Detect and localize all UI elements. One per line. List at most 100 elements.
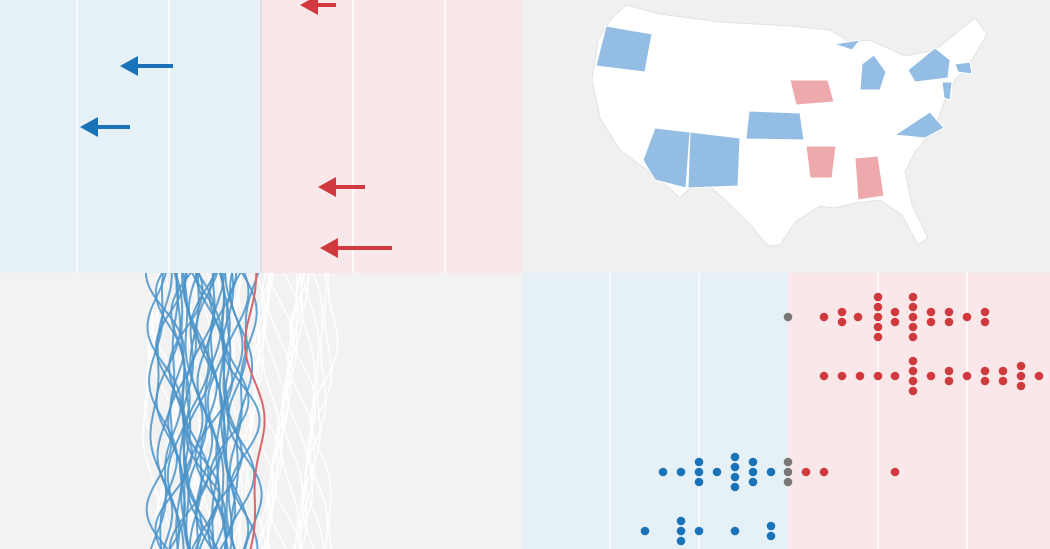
dot (766, 531, 776, 541)
state (954, 61, 973, 75)
state (789, 79, 835, 106)
dot (1016, 381, 1026, 391)
wave-blue (221, 273, 261, 549)
dot (980, 366, 990, 376)
wave-grey (268, 273, 295, 549)
dot (837, 317, 847, 327)
wave-blue (180, 273, 204, 549)
dot (908, 312, 918, 322)
wave-grey (280, 273, 299, 549)
dot (837, 307, 847, 317)
dot (962, 371, 972, 381)
waves (142, 273, 339, 549)
dot (694, 457, 704, 467)
dot (766, 467, 776, 477)
dot (908, 376, 918, 386)
wave-grey (309, 273, 339, 549)
dot (980, 376, 990, 386)
state (854, 155, 885, 201)
dot (853, 312, 863, 322)
state (687, 131, 741, 189)
dot (676, 526, 686, 536)
arrow-head (318, 177, 336, 197)
dot (730, 452, 740, 462)
dot (676, 536, 686, 546)
dot (998, 366, 1008, 376)
state (907, 47, 951, 83)
wave-blue (187, 273, 218, 549)
state (745, 110, 805, 141)
red-band (788, 273, 1050, 549)
dot (908, 302, 918, 312)
arrow-head (120, 56, 138, 76)
dot (926, 371, 936, 381)
dot (855, 371, 865, 381)
dot (783, 312, 793, 322)
dot (962, 312, 972, 322)
dot (908, 366, 918, 376)
dot (944, 366, 954, 376)
wave-grey (299, 273, 316, 549)
dot (783, 477, 793, 487)
blue-band (522, 273, 788, 549)
arrow-panel (0, 0, 522, 273)
state (805, 145, 837, 179)
dot (908, 332, 918, 342)
dot (730, 462, 740, 472)
dot (980, 317, 990, 327)
states (595, 25, 973, 201)
dot (730, 526, 740, 536)
wave-blue (155, 273, 183, 549)
dot (890, 307, 900, 317)
wave-blue (207, 273, 238, 549)
dot (694, 526, 704, 536)
arrow-head (320, 238, 338, 258)
dot (908, 386, 918, 396)
dot (873, 322, 883, 332)
dot (908, 292, 918, 302)
wave-grey (304, 273, 327, 549)
red-band (261, 0, 522, 273)
dot (819, 312, 829, 322)
dot (908, 322, 918, 332)
dot (944, 307, 954, 317)
dot (1016, 371, 1026, 381)
wave-grey (200, 273, 219, 549)
dot (873, 302, 883, 312)
arrow-head (300, 0, 318, 15)
dot (944, 317, 954, 327)
dot (890, 371, 900, 381)
map-panel (522, 0, 1050, 273)
dots (640, 292, 1044, 546)
dot (873, 332, 883, 342)
wave-red (243, 273, 266, 549)
state (642, 127, 691, 189)
state (859, 54, 887, 91)
dot (730, 482, 740, 492)
wave-grey (261, 273, 280, 549)
state (893, 111, 945, 139)
arrow-head (80, 117, 98, 137)
dot (890, 317, 900, 327)
wave-grey (302, 273, 321, 549)
lines-panel (0, 273, 522, 549)
dot (748, 477, 758, 487)
dot (926, 307, 936, 317)
dot (873, 312, 883, 322)
grid (76, 0, 446, 273)
dot (712, 467, 722, 477)
dot (676, 467, 686, 477)
state (833, 39, 862, 51)
wave-grey (146, 273, 171, 549)
dot-panel (522, 273, 1050, 549)
wave-grey (307, 273, 333, 549)
dot (1034, 371, 1044, 381)
dot (748, 467, 758, 477)
dot (766, 521, 776, 531)
dot (998, 376, 1008, 386)
dot (694, 477, 704, 487)
dot (873, 371, 883, 381)
dot (694, 467, 704, 477)
dot (783, 467, 793, 477)
